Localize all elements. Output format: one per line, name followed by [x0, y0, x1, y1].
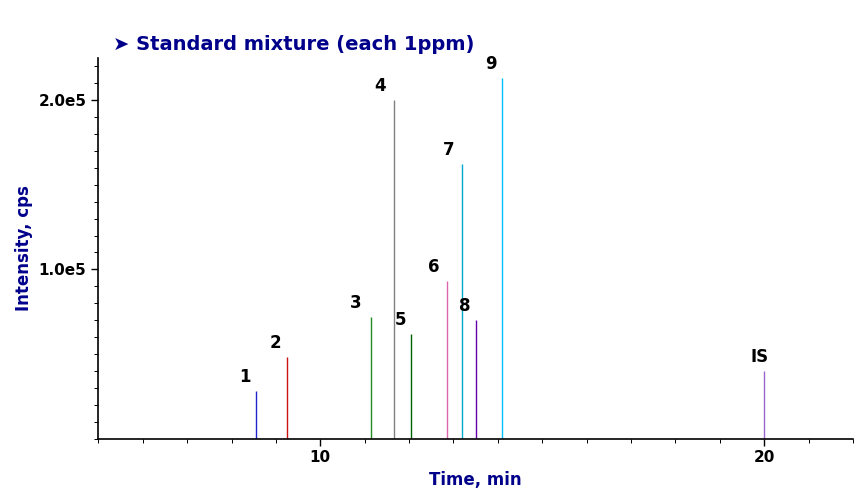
- X-axis label: Time, min: Time, min: [430, 471, 522, 489]
- Text: 8: 8: [459, 297, 470, 315]
- Text: 7: 7: [444, 141, 455, 159]
- Text: 1: 1: [239, 368, 251, 386]
- Text: 3: 3: [350, 294, 362, 311]
- Text: 5: 5: [394, 310, 406, 329]
- Text: 9: 9: [485, 55, 497, 73]
- Text: 4: 4: [374, 77, 386, 95]
- Text: 6: 6: [428, 258, 439, 276]
- Text: ➤ Standard mixture (each 1ppm): ➤ Standard mixture (each 1ppm): [113, 35, 474, 54]
- Text: IS: IS: [751, 348, 769, 366]
- Y-axis label: Intensity, cps: Intensity, cps: [15, 185, 33, 311]
- Text: 2: 2: [270, 334, 282, 352]
